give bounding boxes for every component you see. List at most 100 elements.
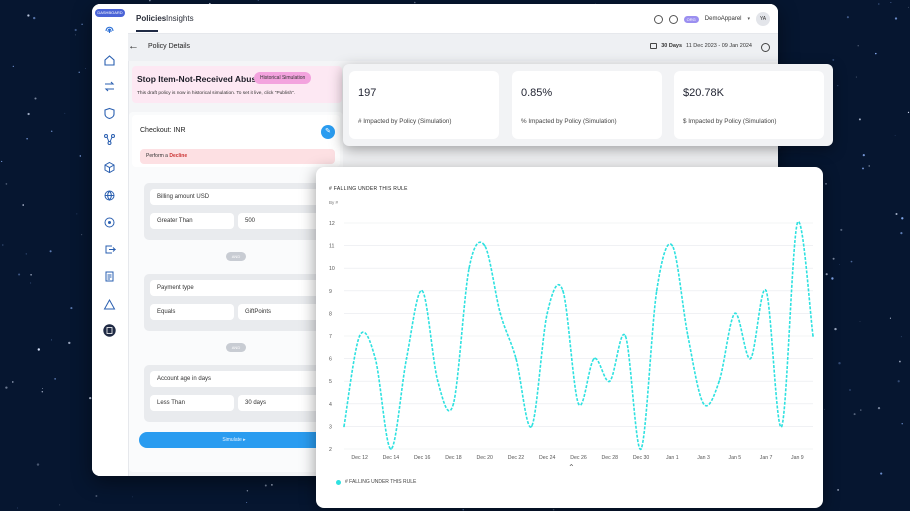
cube-icon[interactable] <box>103 161 116 174</box>
star <box>900 336 902 338</box>
star <box>70 307 73 310</box>
star <box>41 387 44 390</box>
data-point[interactable] <box>436 380 439 383</box>
policy-title: Stop Item-Not-Received Abuse <box>137 74 261 84</box>
data-point[interactable] <box>374 357 377 360</box>
line-chart: 2 3 4 5 6 7 8 9 10 11 12 Dec 12 Dec 14 Dec 16 Dec 18 De… <box>329 220 814 461</box>
policies-icon[interactable] <box>103 324 116 337</box>
star <box>95 495 98 497</box>
data-point[interactable] <box>452 402 455 405</box>
star <box>34 97 37 100</box>
data-point[interactable] <box>358 335 361 337</box>
chevron-down-icon[interactable]: ▾ <box>747 16 750 22</box>
star <box>414 1 416 4</box>
chevron-up-icon[interactable]: ⌃ <box>568 463 575 472</box>
transfer-icon[interactable] <box>103 80 116 93</box>
x-tick-label: Jan 1 <box>666 455 679 461</box>
condition-value[interactable]: GiftPoints <box>238 304 340 320</box>
data-point[interactable] <box>640 448 642 450</box>
stat-label: $ Impacted by Policy (Simulation) <box>683 118 777 125</box>
radar-icon[interactable] <box>103 216 116 229</box>
condition-field[interactable]: Payment type <box>150 280 340 296</box>
simulate-button[interactable]: Simulate ▸ <box>139 432 329 448</box>
settings-icon[interactable] <box>668 14 678 24</box>
star <box>81 23 83 25</box>
avatar[interactable]: YA <box>756 12 770 26</box>
condition-value[interactable]: 30 days <box>238 395 340 411</box>
data-point[interactable] <box>608 380 611 383</box>
condition-field[interactable]: Account age in days <box>150 371 340 387</box>
data-point[interactable] <box>468 267 470 270</box>
data-point[interactable] <box>780 425 783 428</box>
series-line <box>343 220 814 450</box>
star <box>857 45 859 47</box>
globe-icon[interactable] <box>103 189 116 202</box>
star <box>18 273 21 276</box>
condition-operator[interactable]: Less Than <box>150 395 234 411</box>
star <box>779 147 781 149</box>
stat-value: 197 <box>358 87 377 99</box>
star <box>68 341 71 345</box>
document-icon[interactable] <box>103 270 116 283</box>
chart-legend: # FALLING UNDER THIS RULE <box>336 479 416 485</box>
tab-policies[interactable]: Policies <box>136 14 167 23</box>
star <box>825 273 828 276</box>
star <box>832 58 835 61</box>
data-point[interactable] <box>765 289 767 292</box>
data-point[interactable] <box>561 289 564 292</box>
data-point[interactable] <box>499 312 502 315</box>
back-arrow-icon[interactable]: ← <box>128 40 139 52</box>
data-point[interactable] <box>624 335 627 337</box>
condition-value[interactable]: 500 <box>238 213 340 229</box>
data-point[interactable] <box>671 244 674 247</box>
y-tick-label: 3 <box>329 424 332 430</box>
y-tick-label: 5 <box>329 379 332 385</box>
data-point[interactable] <box>546 312 549 315</box>
org-switcher[interactable]: DemoApparel <box>704 16 742 22</box>
data-point[interactable] <box>812 335 814 337</box>
shield-icon[interactable] <box>103 107 116 120</box>
star <box>5 183 8 185</box>
star <box>12 65 14 67</box>
history-icon[interactable] <box>761 43 770 52</box>
page-title: Policy Details <box>148 43 191 50</box>
data-point[interactable] <box>593 357 596 360</box>
y-tick-label: 9 <box>329 289 332 295</box>
star <box>246 490 249 492</box>
tab-insights[interactable]: Insights <box>166 14 194 23</box>
data-point[interactable] <box>718 380 721 383</box>
date-range-picker[interactable]: 30 Days 11 Dec 2023 - 09 Jan 2024 <box>650 43 752 49</box>
data-point[interactable] <box>796 222 799 224</box>
x-tick-label: Dec 20 <box>476 455 493 461</box>
star <box>79 155 81 157</box>
fingerprint-logo-icon[interactable] <box>103 22 116 35</box>
data-point[interactable] <box>530 425 533 428</box>
data-point[interactable] <box>421 289 424 292</box>
data-point[interactable] <box>749 357 752 360</box>
data-point[interactable] <box>655 289 658 292</box>
condition-field[interactable]: Billing amount USD <box>150 189 340 205</box>
network-icon[interactable] <box>103 133 116 146</box>
clock-icon[interactable] <box>653 14 663 24</box>
data-point[interactable] <box>733 312 736 315</box>
edit-icon[interactable]: ✎ <box>321 125 335 139</box>
data-point[interactable] <box>702 402 705 405</box>
condition-operator[interactable]: Greater Than <box>150 213 234 229</box>
star <box>897 380 900 383</box>
chart-title: # FALLING UNDER THIS RULE <box>329 186 408 192</box>
data-point[interactable] <box>405 357 408 360</box>
condition-operator[interactable]: Equals <box>150 304 234 320</box>
star <box>901 217 904 220</box>
star <box>12 381 14 383</box>
data-point[interactable] <box>343 425 345 428</box>
export-icon[interactable] <box>103 243 116 256</box>
alert-triangle-icon[interactable] <box>103 298 116 311</box>
data-point[interactable] <box>515 357 517 360</box>
data-point[interactable] <box>483 244 486 247</box>
home-icon[interactable] <box>103 54 116 67</box>
data-point[interactable] <box>577 402 580 405</box>
condition-card: Billing amount USD Greater Than 500 <box>144 183 344 240</box>
star <box>41 391 44 393</box>
data-point[interactable] <box>390 448 392 450</box>
data-point[interactable] <box>687 335 689 337</box>
